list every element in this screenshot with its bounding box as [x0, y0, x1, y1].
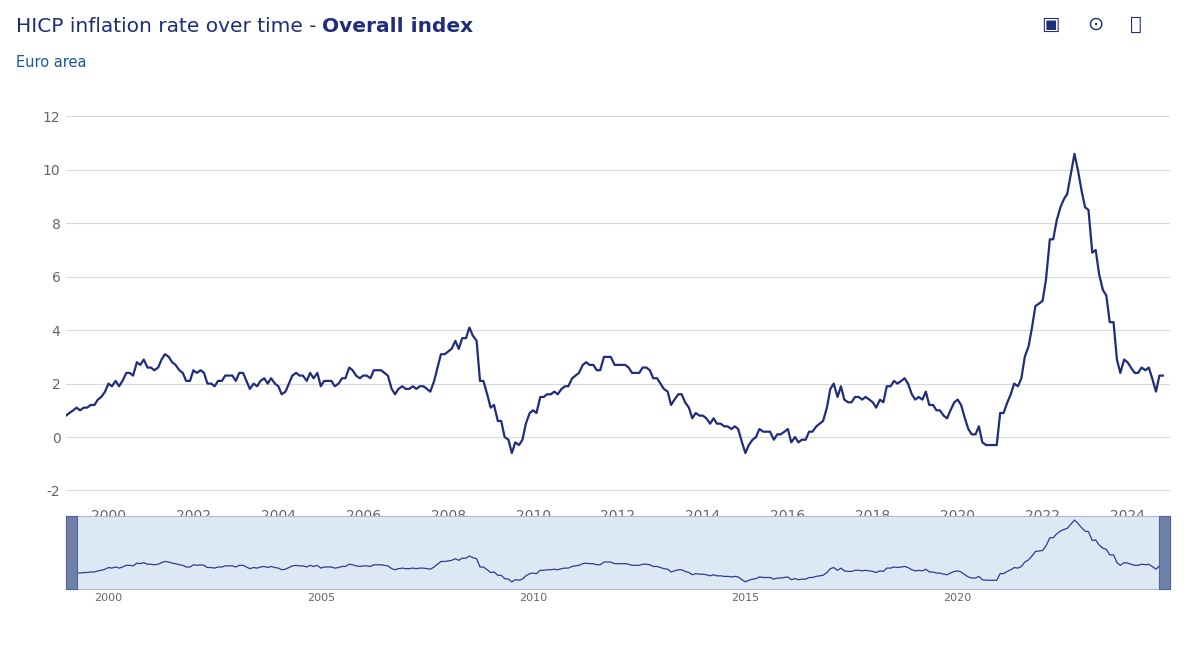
Text: Euro area: Euro area [16, 55, 86, 70]
Bar [66, 515, 77, 589]
Text: ⤢: ⤢ [1130, 15, 1142, 34]
Text: ▣: ▣ [1042, 15, 1060, 34]
Bar [1159, 515, 1170, 589]
Text: HICP inflation rate over time -: HICP inflation rate over time - [16, 17, 323, 36]
Text: Overall index: Overall index [323, 17, 474, 36]
Text: ⊙: ⊙ [1087, 15, 1104, 34]
